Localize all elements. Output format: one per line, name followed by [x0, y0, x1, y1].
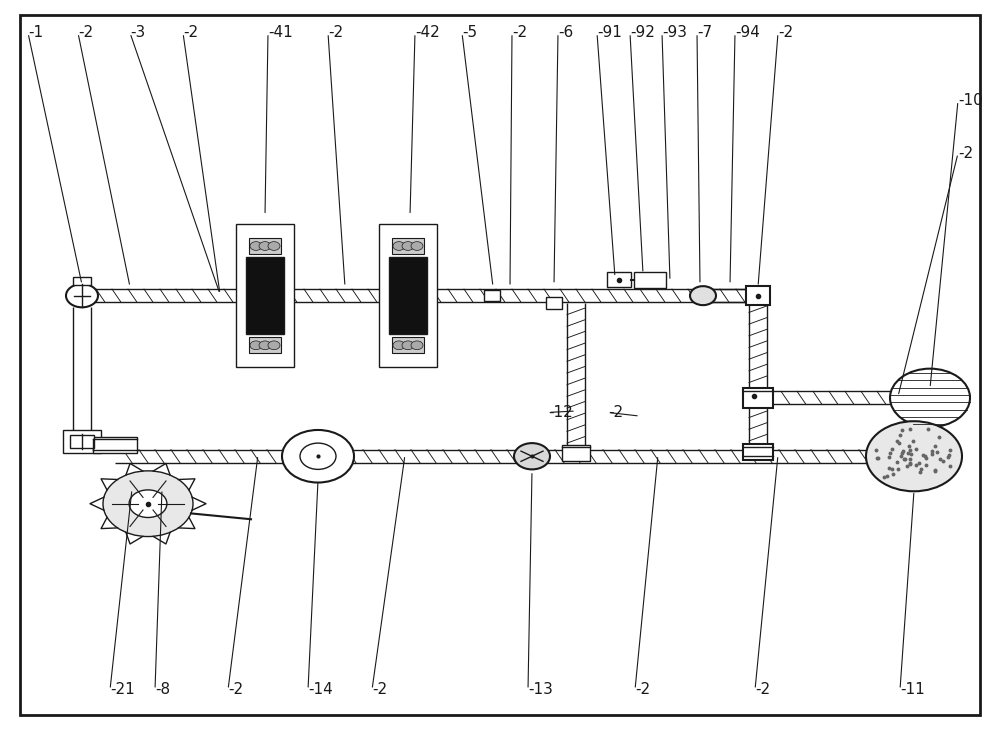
Bar: [562, 445, 590, 461]
Circle shape: [411, 242, 423, 250]
Text: -2: -2: [755, 683, 770, 697]
Text: -6: -6: [558, 26, 573, 40]
Bar: [389, 258, 427, 334]
Bar: [63, 430, 101, 453]
Text: -5: -5: [462, 26, 477, 40]
Circle shape: [282, 430, 354, 483]
Bar: [73, 277, 91, 285]
Text: -11: -11: [900, 683, 925, 697]
Circle shape: [514, 443, 550, 469]
Text: -10: -10: [958, 93, 983, 108]
Text: -3: -3: [130, 26, 145, 40]
Text: -94: -94: [735, 26, 760, 40]
Text: -2: -2: [512, 26, 527, 40]
Circle shape: [250, 242, 262, 250]
Text: -1: -1: [28, 26, 43, 40]
Text: -14: -14: [308, 683, 333, 697]
Bar: [746, 286, 770, 305]
Circle shape: [129, 490, 167, 518]
Text: -2: -2: [78, 26, 93, 40]
Text: -2: -2: [372, 683, 387, 697]
Circle shape: [393, 242, 405, 250]
Text: -7: -7: [697, 26, 712, 40]
Text: -92: -92: [630, 26, 655, 40]
Bar: [249, 337, 281, 353]
Bar: [484, 290, 500, 301]
Bar: [379, 225, 437, 367]
Bar: [392, 238, 424, 254]
Circle shape: [890, 369, 970, 427]
Text: -42: -42: [415, 26, 440, 40]
Bar: [249, 238, 281, 254]
Text: -2: -2: [228, 683, 243, 697]
Text: -2: -2: [778, 26, 793, 40]
Circle shape: [690, 286, 716, 305]
Circle shape: [103, 471, 193, 537]
Text: -8: -8: [155, 683, 170, 697]
Bar: [743, 388, 773, 408]
Circle shape: [66, 284, 98, 307]
Text: -93: -93: [662, 26, 687, 40]
Bar: [392, 337, 424, 353]
Text: -41: -41: [268, 26, 293, 40]
Bar: [546, 297, 562, 309]
Circle shape: [402, 242, 414, 250]
Bar: [70, 435, 94, 448]
Text: -12: -12: [548, 405, 573, 420]
Circle shape: [268, 242, 280, 250]
Circle shape: [411, 341, 423, 350]
Text: -21: -21: [110, 683, 135, 697]
Text: -2: -2: [608, 405, 623, 420]
Text: -2: -2: [328, 26, 343, 40]
Text: -2: -2: [958, 146, 973, 161]
Circle shape: [402, 341, 414, 350]
Text: -13: -13: [528, 683, 553, 697]
Bar: [246, 258, 284, 334]
Circle shape: [300, 443, 336, 469]
Text: -2: -2: [183, 26, 198, 40]
Circle shape: [259, 242, 271, 250]
Circle shape: [866, 421, 962, 491]
Bar: [236, 225, 294, 367]
Bar: [634, 272, 666, 288]
Circle shape: [268, 341, 280, 350]
Bar: [93, 437, 137, 453]
Bar: [607, 272, 631, 287]
Circle shape: [393, 341, 405, 350]
Text: -2: -2: [635, 683, 650, 697]
Text: -91: -91: [597, 26, 622, 40]
Bar: [743, 444, 773, 460]
Circle shape: [259, 341, 271, 350]
Circle shape: [250, 341, 262, 350]
